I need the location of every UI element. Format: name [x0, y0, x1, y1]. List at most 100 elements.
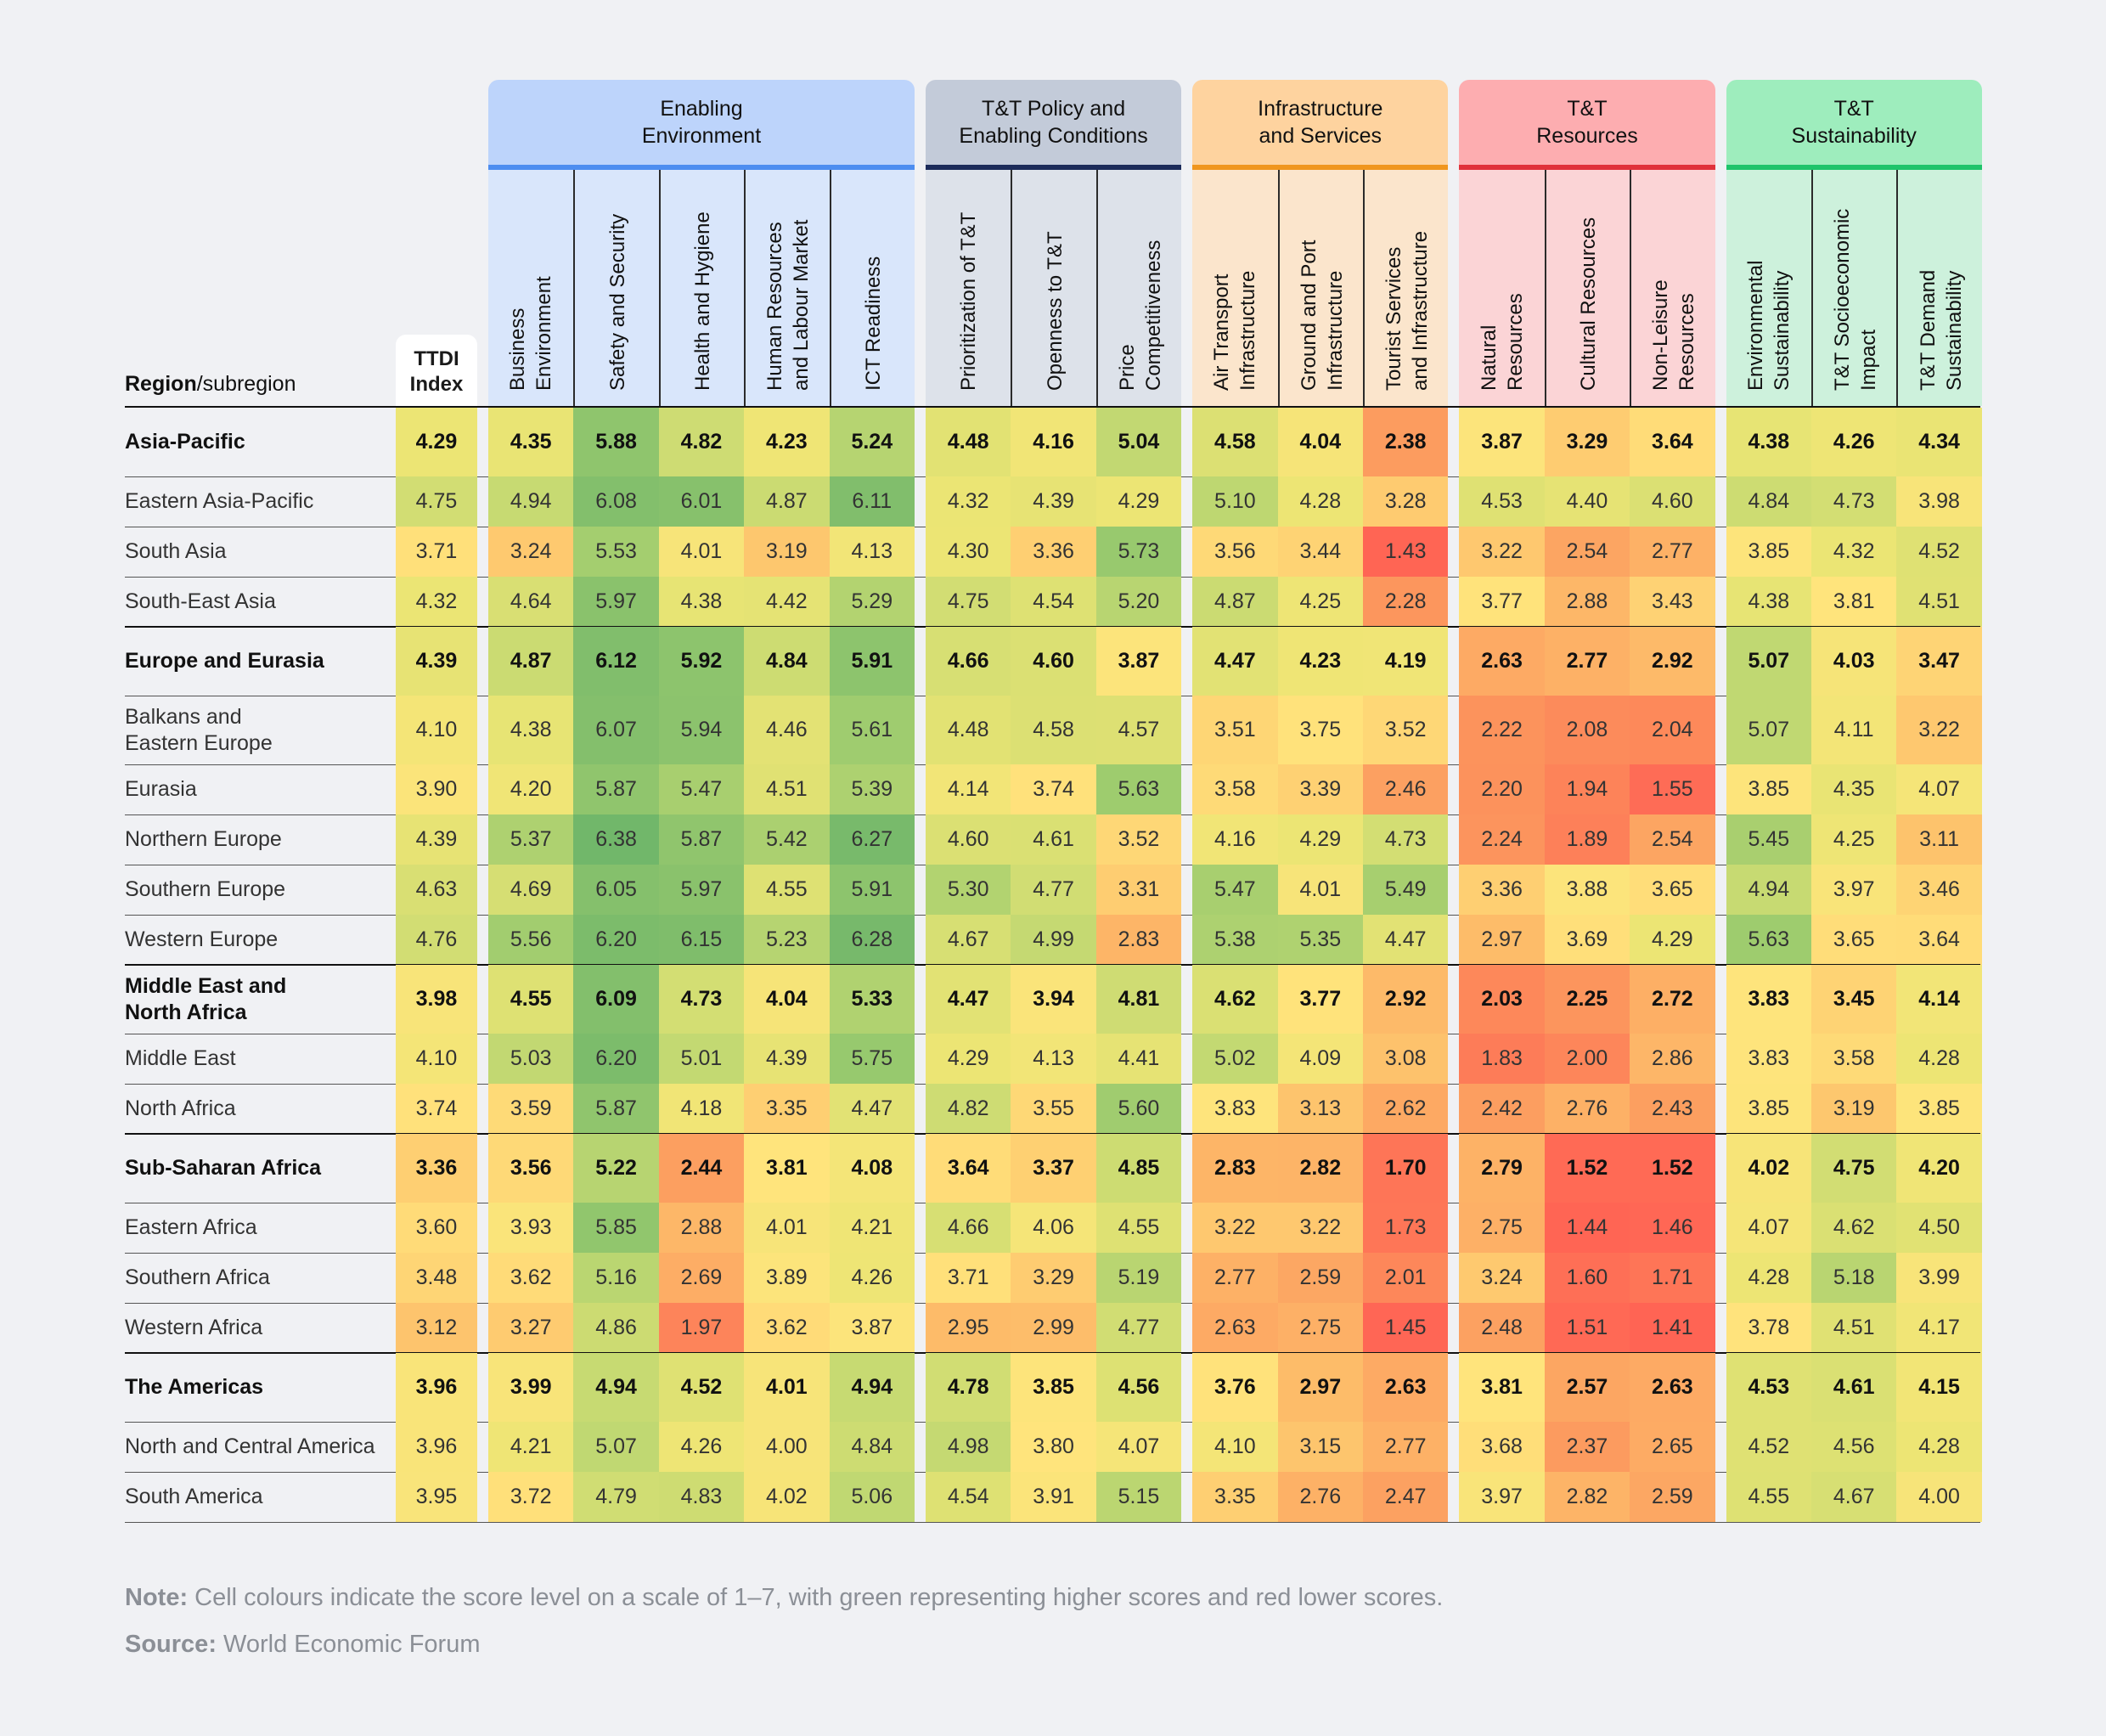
score-cell: 2.76: [1544, 1084, 1630, 1134]
score-cell: 4.78: [926, 1353, 1011, 1422]
score-cell: 2.63: [1630, 1353, 1715, 1422]
score-cell: 4.19: [1363, 627, 1449, 696]
score-cell: 5.19: [1095, 1253, 1182, 1303]
score-cell: 3.83: [1192, 1084, 1278, 1134]
score-cell: 1.89: [1544, 814, 1630, 865]
region-label: Western Africa: [125, 1316, 263, 1339]
region-label: Eastern Asia-Pacific: [125, 489, 314, 513]
score-cell: 4.21: [488, 1422, 574, 1472]
score-cell: 4.53: [1459, 476, 1545, 527]
score-cell: 2.37: [1544, 1422, 1630, 1472]
sub-column-header: Air Transport Infrastructure: [1192, 170, 1278, 406]
score-cell: 5.61: [829, 696, 915, 764]
score-cell: 4.50: [1896, 1203, 1982, 1253]
sub-column-header: Business Environment: [488, 170, 574, 406]
score-cell: 3.24: [1459, 1253, 1545, 1303]
source-line: Source: World Economic Forum: [125, 1631, 480, 1659]
row-header: Region/subregion: [125, 371, 296, 397]
score-cell: 4.15: [1896, 1353, 1982, 1422]
score-cell: 5.07: [1726, 627, 1811, 696]
score-cell: 3.89: [744, 1253, 830, 1303]
score-cell: 4.54: [926, 1472, 1011, 1522]
score-cell: 5.73: [1095, 527, 1182, 577]
score-cell: 2.97: [1459, 915, 1545, 965]
score-cell: 6.28: [829, 915, 915, 965]
score-cell: 4.87: [1192, 577, 1278, 627]
score-cell: 3.58: [1192, 764, 1278, 814]
sub-column-header: T&T Demand Sustainability: [1896, 170, 1982, 406]
row-header-bold: Region: [125, 372, 197, 396]
score-cell: 4.02: [1726, 1134, 1811, 1203]
score-cell: 3.80: [1011, 1422, 1096, 1472]
score-cell: 5.02: [1192, 1034, 1278, 1084]
score-cell: 4.07: [1726, 1203, 1811, 1253]
score-cell: 3.88: [1544, 865, 1630, 915]
row-header-rest: /subregion: [196, 372, 296, 396]
score-cell: 4.51: [1896, 577, 1982, 627]
score-cell: 2.63: [1363, 1353, 1449, 1422]
sub-column-label: Natural Resources: [1477, 293, 1527, 391]
score-cell: 4.51: [1811, 1303, 1897, 1353]
score-cell: 4.73: [658, 965, 745, 1034]
score-cell: 3.08: [1363, 1034, 1449, 1084]
score-cell: 4.60: [926, 814, 1011, 865]
score-cell: 4.08: [829, 1134, 915, 1203]
score-cell: 2.47: [1363, 1472, 1449, 1522]
score-cell: 1.73: [1363, 1203, 1449, 1253]
score-cell: 2.24: [1459, 814, 1545, 865]
sub-column-label: Environmental Sustainability: [1743, 260, 1793, 391]
score-cell: 5.06: [829, 1472, 915, 1522]
score-cell: 3.87: [1459, 408, 1545, 476]
score-cell: 4.60: [1630, 476, 1715, 527]
score-cell: 5.42: [744, 814, 830, 865]
score-cell: 4.84: [829, 1422, 915, 1472]
score-cell: 4.32: [926, 476, 1011, 527]
score-cell: 5.22: [573, 1134, 659, 1203]
score-cell: 4.86: [573, 1303, 659, 1353]
score-cell: 6.05: [573, 865, 659, 915]
sub-column-label: Non-Leisure Resources: [1649, 279, 1699, 391]
score-cell: 2.63: [1459, 627, 1545, 696]
score-cell: 2.22: [1459, 696, 1545, 764]
score-cell: 3.65: [1630, 865, 1715, 915]
score-cell: 3.47: [1896, 627, 1982, 696]
region-label: Eurasia: [125, 777, 197, 801]
score-cell: 2.03: [1459, 965, 1545, 1034]
score-cell: 4.23: [1277, 627, 1363, 696]
score-cell: 4.00: [1896, 1472, 1982, 1522]
score-cell: 4.84: [1726, 476, 1811, 527]
region-label: Southern Africa: [125, 1265, 270, 1289]
score-cell: 5.01: [658, 1034, 745, 1084]
score-cell: 4.55: [488, 965, 574, 1034]
score-cell: 1.52: [1544, 1134, 1630, 1203]
score-cell: 4.63: [396, 865, 477, 915]
score-cell: 4.10: [396, 696, 477, 764]
sub-column-label: Air Transport Infrastructure: [1210, 270, 1260, 391]
pillar-header: Enabling Environment: [488, 80, 915, 165]
score-cell: 4.85: [1095, 1134, 1182, 1203]
score-cell: 5.87: [573, 1084, 659, 1134]
sub-column-header: Ground and Port Infrastructure: [1277, 170, 1363, 406]
score-cell: 6.20: [573, 1034, 659, 1084]
score-cell: 5.29: [829, 577, 915, 627]
score-cell: 5.07: [573, 1422, 659, 1472]
sub-column-header: Openness to T&T: [1011, 170, 1096, 406]
score-cell: 4.52: [1726, 1422, 1811, 1472]
region-label: Middle East and North Africa: [125, 973, 287, 1024]
score-cell: 4.66: [926, 1203, 1011, 1253]
score-cell: 4.57: [1095, 696, 1182, 764]
score-cell: 2.95: [926, 1303, 1011, 1353]
score-cell: 4.94: [488, 476, 574, 527]
score-cell: 4.16: [1192, 814, 1278, 865]
column-divider: [1277, 408, 1278, 1522]
score-cell: 5.91: [829, 627, 915, 696]
region-label: The Americas: [125, 1375, 264, 1399]
score-cell: 5.87: [573, 764, 659, 814]
sub-column-label: Price Competitiveness: [1115, 240, 1165, 391]
score-cell: 4.38: [488, 696, 574, 764]
score-cell: 2.86: [1630, 1034, 1715, 1084]
score-cell: 5.91: [829, 865, 915, 915]
score-cell: 3.81: [1811, 577, 1897, 627]
score-cell: 2.83: [1192, 1134, 1278, 1203]
